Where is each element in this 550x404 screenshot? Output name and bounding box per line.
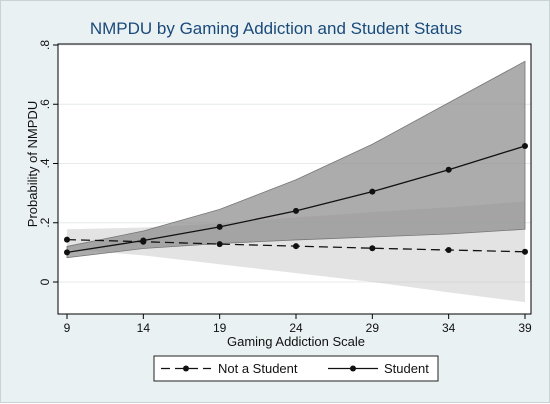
x-axis-label: Gaming Addiction Scale [227,334,365,349]
data-point-s0-2 [216,241,223,248]
data-point-s1-5 [445,166,452,173]
legend-marker-0 [183,365,189,372]
chart-title: NMPDU by Gaming Addiction and Student St… [90,19,462,38]
series-lines [64,143,528,256]
data-point-s1-2 [216,223,223,230]
x-tick-label-0: 9 [64,321,71,335]
legend: Not a Student Student [153,355,439,382]
plot-frame [57,43,532,315]
x-tick-label-5: 34 [442,321,456,335]
data-point-s0-3 [293,243,299,250]
y-axis-label: Probability of NMPDU [25,101,40,227]
legend-label-1: Student [384,361,429,376]
data-point-s1-0 [64,249,70,256]
data-point-s1-6 [522,143,528,150]
y-tick-label-1: .2 [38,217,52,227]
legend-label-0: Not a Student [218,361,298,376]
legend-box [153,355,439,382]
x-tick-label-1: 14 [137,321,151,335]
y-tick-label-3: .6 [38,99,52,109]
data-point-s1-1 [140,237,147,244]
y-tick-label-4: .8 [38,40,52,50]
data-point-s0-0 [64,236,70,243]
data-point-s0-6 [522,248,528,255]
x-tick-label-3: 24 [289,321,303,335]
x-tick-label-6: 39 [518,321,532,335]
legend-marker-1 [350,365,356,372]
x-tick-label-4: 29 [366,321,380,335]
data-point-s1-4 [369,188,376,195]
data-point-s1-3 [293,207,299,214]
data-point-s0-4 [369,245,376,252]
data-point-s0-5 [445,247,452,254]
axes: 9 14 19 24 29 34 39 0 .2 .4 .6 .8 [38,40,532,335]
y-tick-label-0: 0 [38,278,52,285]
x-tick-label-2: 19 [213,321,227,335]
confidence-bands [66,60,526,303]
ci-band-series-1 [66,60,526,259]
y-tick-label-2: .4 [38,158,52,168]
